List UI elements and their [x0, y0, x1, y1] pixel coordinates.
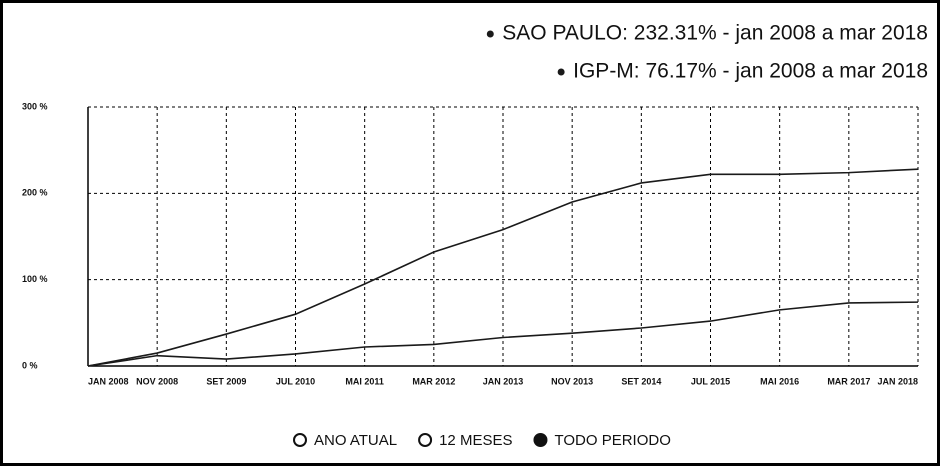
x-tick-label: SET 2014 — [621, 376, 661, 386]
x-tick-label: MAI 2011 — [345, 376, 384, 386]
series-line — [87, 301, 919, 367]
x-tick-label: SET 2009 — [206, 376, 246, 386]
legend-label: SAO PAULO: 232.31% - jan 2008 a mar 2018 — [502, 22, 928, 45]
y-tick-label: 0 % — [22, 360, 38, 370]
x-tick-label: JAN 2008 — [88, 376, 129, 386]
period-option[interactable]: ANO ATUAL — [293, 432, 397, 449]
x-tick-label: MAI 2016 — [760, 376, 799, 386]
option-label[interactable]: TODO PERIODO — [554, 432, 670, 449]
legend-label: IGP-M: 76.17% - jan 2008 a mar 2018 — [573, 60, 928, 83]
x-tick-label: JAN 2013 — [483, 376, 524, 386]
option-label[interactable]: ANO ATUAL — [314, 432, 397, 449]
y-tick-label: 100 % — [22, 274, 48, 284]
period-option[interactable]: TODO PERIODO — [533, 432, 671, 449]
x-tick-label: JUL 2010 — [276, 376, 315, 386]
series-line — [87, 168, 919, 367]
x-tick-label: JUL 2015 — [691, 376, 730, 386]
x-tick-label: MAR 2017 — [827, 376, 870, 386]
y-tick-label: 300 % — [22, 101, 48, 111]
x-tick-label: JAN 2018 — [877, 376, 918, 386]
period-option[interactable]: 12 MESES — [418, 432, 512, 449]
x-tick-label: NOV 2008 — [136, 376, 178, 386]
y-tick-label: 200 % — [22, 188, 48, 198]
radio-button[interactable] — [293, 433, 307, 447]
legend-bullet — [486, 30, 494, 38]
radio-button[interactable] — [418, 433, 433, 447]
option-label[interactable]: 12 MESES — [439, 432, 512, 449]
radio-button[interactable] — [533, 433, 548, 447]
x-tick-label: MAR 2012 — [412, 376, 455, 386]
x-tick-label: NOV 2013 — [551, 376, 593, 386]
legend-bullet — [557, 68, 565, 76]
